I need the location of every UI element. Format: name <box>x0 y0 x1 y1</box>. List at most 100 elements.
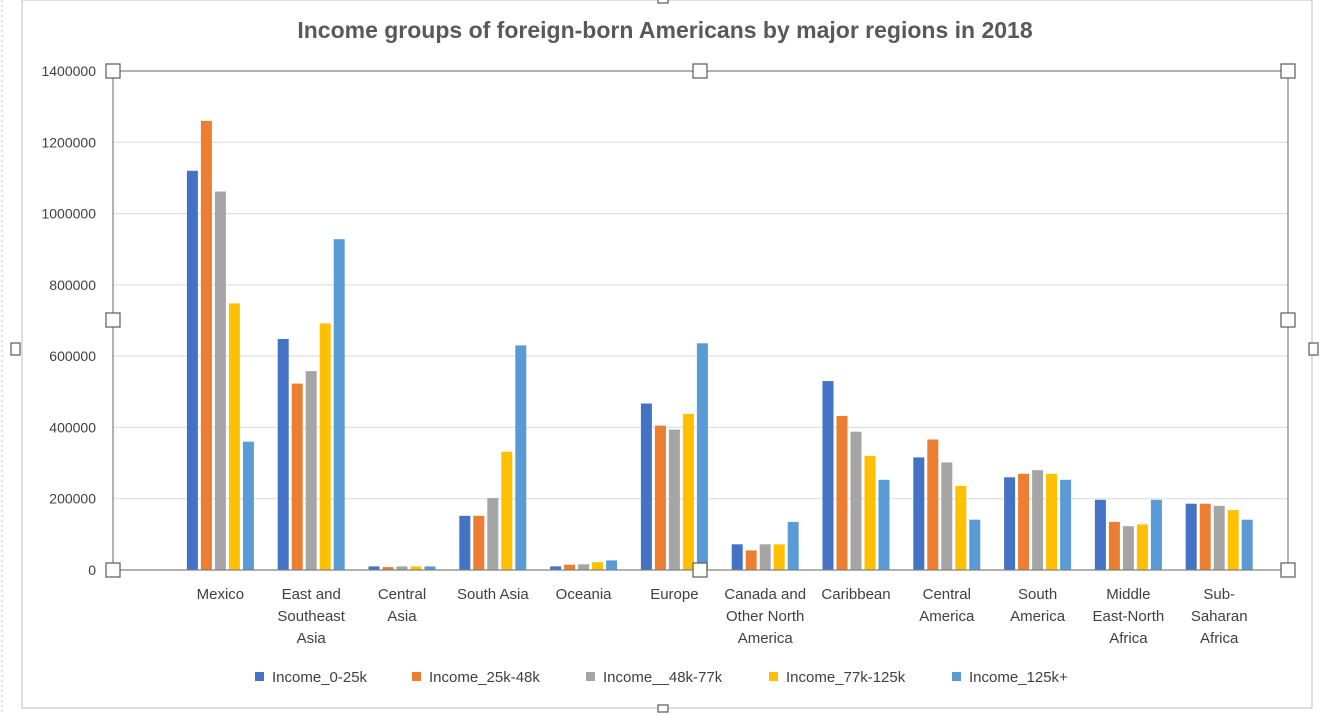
plot-area-handle-top-right[interactable] <box>1280 63 1296 79</box>
plot-area-handle-top[interactable] <box>692 63 708 79</box>
x-category-label-line: Africa <box>1200 630 1239 647</box>
bar-3-7 <box>864 455 876 570</box>
plot-area-handle-right[interactable] <box>1280 312 1296 328</box>
bar-1-0 <box>200 120 212 571</box>
legend-label: Income_25k-48k <box>429 669 540 686</box>
x-category-label-line: America <box>1010 608 1066 625</box>
x-category-label-line: Other North <box>726 608 804 625</box>
x-category-label: East and Southeast Asia <box>277 586 345 647</box>
chart-title: Income groups of foreign-born Americans … <box>297 17 1033 43</box>
x-category-label-line: East and <box>282 586 341 603</box>
plot-area-handle-bottom-left[interactable] <box>105 562 121 578</box>
bar-0-1 <box>277 339 289 570</box>
bar-3-10 <box>1136 524 1148 570</box>
x-category-label-line: Sub- <box>1203 586 1235 603</box>
bar-2-2 <box>396 566 408 570</box>
bars <box>186 120 1253 571</box>
y-tick-label: 1000000 <box>41 206 96 222</box>
y-tick-label: 600000 <box>49 348 96 364</box>
plot-area-handle-top-left[interactable] <box>105 63 121 79</box>
x-axis-category-labels: Mexico East and Southeast Asia Central Asia So… <box>197 586 1248 647</box>
legend-swatch <box>952 672 961 681</box>
bar-3-9 <box>1046 473 1058 570</box>
bar-1-5 <box>654 425 666 570</box>
bar-1-3 <box>473 515 485 570</box>
bar-3-1 <box>319 323 331 570</box>
bar-3-6 <box>773 544 785 570</box>
x-category-label-line: Central <box>378 586 426 603</box>
x-category-label-line: Asia <box>297 630 327 647</box>
chart-area-handle-left[interactable] <box>10 342 21 356</box>
y-axis-tick-labels: 0 200000 400000 600000 800000 1000000 1200000 1… <box>41 63 96 578</box>
x-category-label-line: South Asia <box>457 586 529 603</box>
bar-1-6 <box>745 550 757 570</box>
bar-0-8 <box>913 457 925 570</box>
x-category-label: Canada and Other North America <box>724 586 806 647</box>
bar-0-10 <box>1094 499 1106 570</box>
legend-label: Income_125k+ <box>969 669 1068 686</box>
legend-label: Income__48k-77k <box>603 669 723 686</box>
plot-area-handle-bottom-right[interactable] <box>1280 562 1296 578</box>
legend-label: Income_77k-125k <box>786 669 906 686</box>
bar-3-8 <box>955 485 967 570</box>
bar-1-1 <box>291 383 303 570</box>
bar-1-7 <box>836 416 848 570</box>
y-tick-label: 400000 <box>49 419 96 435</box>
bar-3-4 <box>592 562 604 570</box>
x-category-label: Oceania <box>556 586 613 603</box>
legend-label: Income_0-25k <box>272 669 368 686</box>
bar-0-4 <box>550 566 562 570</box>
x-category-label-line: Southeast <box>277 608 345 625</box>
bar-2-4 <box>578 564 590 570</box>
y-tick-label: 200000 <box>49 491 96 507</box>
bar-2-0 <box>214 191 226 570</box>
x-category-label-line: America <box>919 608 975 625</box>
bar-3-5 <box>682 413 694 570</box>
x-category-label: Central America <box>919 586 975 625</box>
bar-3-11 <box>1227 510 1239 570</box>
bar-0-5 <box>640 403 652 570</box>
x-category-label-line: South <box>1018 586 1057 603</box>
bar-0-3 <box>459 515 471 570</box>
bar-4-5 <box>696 343 708 570</box>
bar-0-7 <box>822 381 834 570</box>
bar-4-3 <box>515 345 527 570</box>
x-category-label: Middle East-North Africa <box>1093 586 1165 647</box>
plot-area-handle-left[interactable] <box>105 312 121 328</box>
bar-3-2 <box>410 566 422 570</box>
bar-2-10 <box>1122 526 1134 570</box>
bar-2-8 <box>941 462 953 570</box>
bar-2-6 <box>759 544 771 570</box>
bar-2-1 <box>305 371 317 570</box>
bar-3-3 <box>501 451 513 570</box>
bar-0-9 <box>1004 477 1016 570</box>
bar-4-9 <box>1060 479 1072 570</box>
y-tick-label: 800000 <box>49 277 96 293</box>
bar-3-0 <box>228 303 240 570</box>
bar-4-8 <box>969 519 981 570</box>
bar-2-11 <box>1213 505 1225 570</box>
bar-4-4 <box>606 560 618 570</box>
legend-swatch <box>255 672 264 681</box>
bar-2-3 <box>487 498 499 570</box>
legend: Income_0-25k Income_25k-48k Income__48k-77… <box>255 669 1068 686</box>
bar-1-9 <box>1018 473 1030 570</box>
legend-swatch <box>586 672 595 681</box>
chart-area-handle-right[interactable] <box>1308 342 1319 356</box>
legend-swatch <box>412 672 421 681</box>
bar-1-11 <box>1199 503 1211 570</box>
chart-area-handle-bottom[interactable] <box>657 704 669 713</box>
x-category-label: South America <box>1010 586 1066 625</box>
x-category-label-line: Middle <box>1106 586 1150 603</box>
x-category-label-line: Asia <box>387 608 417 625</box>
chart-area-handle-top[interactable] <box>657 0 669 4</box>
bar-4-6 <box>787 521 799 570</box>
bar-0-0 <box>186 170 198 571</box>
bar-4-7 <box>878 479 890 570</box>
plot-area-handle-bottom[interactable] <box>692 562 708 578</box>
x-category-label-line: Mexico <box>197 586 245 603</box>
y-tick-label: 0 <box>88 562 96 578</box>
x-category-label: Europe <box>650 586 698 603</box>
